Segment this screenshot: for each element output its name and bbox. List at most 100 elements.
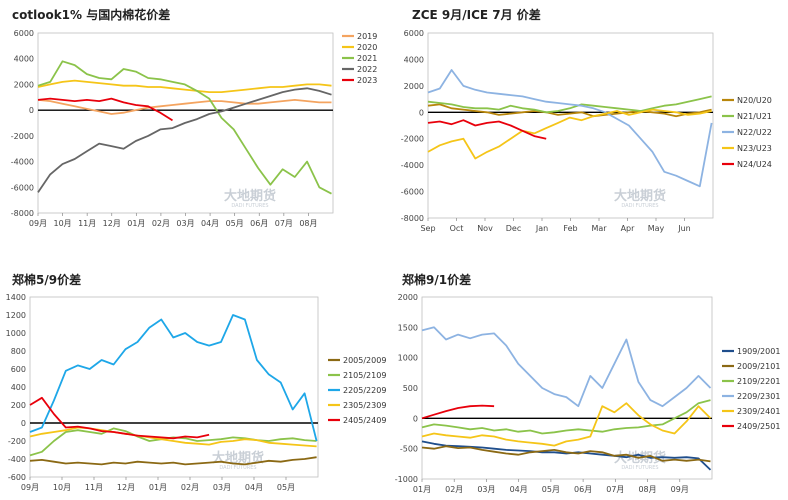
chart-2-title: ZCE 9月/ICE 7月 价差 [412, 8, 541, 22]
chart-3-series-2005-2009 [29, 456, 317, 466]
chart-2-legend-label: N24/U24 [737, 160, 772, 169]
chart-4-legend-label: 2109/2201 [737, 377, 780, 386]
chart-3-legend-label: 2305/2309 [343, 401, 386, 410]
chart-1-y-tick: -8000 [11, 209, 34, 218]
chart-2-x-tick: Apr [621, 224, 636, 233]
chart-1-x-tick: 12月 [103, 219, 121, 228]
chart-1-y-tick: 2000 [14, 80, 34, 89]
chart-2-x-tick: Jun [677, 224, 691, 233]
chart-4-y-tick: 500 [403, 384, 418, 393]
chart-2-x-tick: Mar [591, 224, 607, 233]
chart-3-y-tick: 600 [11, 365, 26, 374]
chart-3-watermark-sub: DADI FUTURES [219, 465, 256, 471]
chart-1-series-2021 [37, 60, 332, 195]
chart-4-title: 郑棉9/1价差 [402, 273, 472, 287]
chart-4-y-tick: 0 [413, 414, 418, 423]
chart-4-x-tick: 06月 [574, 485, 592, 494]
chart-2-y-tick: 2000 [404, 82, 424, 91]
chart-2-x-tick: Dec [506, 224, 521, 233]
chart-3-y-tick: -600 [8, 473, 26, 482]
chart-3-y-tick: 1200 [6, 311, 26, 320]
chart-4-x-tick: 02月 [445, 485, 463, 494]
chart-1-y-tick: 0 [29, 106, 34, 115]
chart-2-y-tick: -8000 [401, 214, 424, 223]
chart-4-x-tick: 05月 [542, 485, 560, 494]
chart-1-legend-label: 2022 [357, 65, 377, 74]
chart-3-y-tick: -200 [8, 437, 26, 446]
chart-4-y-tick: -1000 [395, 475, 418, 484]
chart-4-x-tick: 09月 [671, 485, 689, 494]
chart-1-x-tick: 08月 [299, 219, 317, 228]
chart-1-legend-label: 2023 [357, 76, 377, 85]
chart-3-x-tick: 05月 [277, 483, 295, 492]
chart-2-series-N22-U22 [427, 69, 713, 188]
chart-4-y-tick: 1500 [398, 323, 418, 332]
chart-3-title: 郑棉5/9价差 [12, 273, 82, 287]
chart-3-x-tick: 09月 [21, 483, 39, 492]
chart-2-y-tick: -6000 [401, 188, 424, 197]
chart-1-x-tick: 06月 [250, 219, 268, 228]
chart-3-series-2405-2409 [29, 396, 210, 440]
chart-4-series-2009-2101 [421, 445, 711, 463]
chart-4-legend-label: 2009/2101 [737, 362, 780, 371]
chart-2-legend-label: N20/U20 [737, 96, 772, 105]
chart-4-y-tick: -500 [400, 445, 418, 454]
chart-3-x-tick: 02月 [181, 483, 199, 492]
chart-3-x-tick: 10月 [53, 483, 71, 492]
chart-1-title: cotlook1% 与国内棉花价差 [12, 8, 171, 22]
chart-1-y-tick: 4000 [14, 55, 34, 64]
chart-1-x-tick: 05月 [226, 219, 244, 228]
chart-1-y-tick: 6000 [14, 29, 34, 38]
chart-2-y-tick: -4000 [401, 161, 424, 170]
chart-3-y-tick: 200 [11, 401, 26, 410]
chart-1-y-tick: -6000 [11, 183, 34, 192]
chart-3-legend-label: 2205/2209 [343, 386, 386, 395]
chart-2-x-tick: Jan [535, 224, 548, 233]
chart-1-watermark-sub: DADI FUTURES [231, 203, 268, 209]
chart-2-y-tick: -2000 [401, 135, 424, 144]
chart-1-x-tick: 09月 [29, 219, 47, 228]
chart-1-legend-label: 2019 [357, 32, 377, 41]
chart-4-y-tick: 2000 [398, 293, 418, 302]
chart-3-y-tick: 1400 [6, 293, 26, 302]
chart-4-series-1909-2001 [421, 440, 712, 471]
chart-2-plot-area [427, 32, 714, 219]
chart-3-x-tick: 04月 [245, 483, 263, 492]
chart-1-x-tick: 03月 [176, 219, 194, 228]
chart-3-x-tick: 12月 [117, 483, 135, 492]
chart-3-x-tick: 03月 [213, 483, 231, 492]
chart-4-legend-label: 2209/2301 [737, 392, 780, 401]
chart-2-x-tick: May [648, 224, 665, 233]
chart-3-legend-label: 2405/2409 [343, 416, 386, 425]
chart-2-x-tick: Sep [420, 224, 435, 233]
chart-1-series-2020 [37, 79, 332, 93]
chart-1-legend-label: 2020 [357, 43, 377, 52]
chart-4-series-2209-2301 [421, 326, 712, 408]
chart-1-watermark: 大地期货 [224, 188, 276, 204]
chart-1-series-2019 [37, 99, 332, 115]
chart-1-x-tick: 04月 [201, 219, 219, 228]
chart-3-legend-label: 2105/2109 [343, 371, 386, 380]
chart-2-series-N23-U23 [427, 108, 712, 160]
chart-2-legend-label: N22/U22 [737, 128, 772, 137]
chart-4-legend-label: 2409/2501 [737, 422, 780, 431]
chart-4-plot-area [421, 296, 713, 480]
chart-4-x-tick: 03月 [477, 485, 495, 494]
chart-3-y-tick: -400 [8, 455, 26, 464]
chart-2-x-tick: Oct [450, 224, 464, 233]
chart-2-legend-label: N23/U23 [737, 144, 772, 153]
chart-3-y-tick: 400 [11, 383, 26, 392]
chart-4-series-2309-2401 [421, 402, 712, 447]
chart-4-watermark-sub: DADI FUTURES [621, 465, 658, 471]
chart-4-x-tick: 08月 [638, 485, 656, 494]
chart-1-series-2022 [37, 87, 332, 193]
chart-3-series-2205-2209 [29, 314, 318, 442]
chart-3-plot-area [29, 296, 319, 478]
chart-4-y-tick: 1000 [398, 354, 418, 363]
chart-3-x-tick: 01月 [149, 483, 167, 492]
chart-2-series-N21-U21 [427, 95, 712, 114]
chart-2-x-tick: Feb [563, 224, 577, 233]
chart-1-y-tick: -2000 [11, 132, 34, 141]
